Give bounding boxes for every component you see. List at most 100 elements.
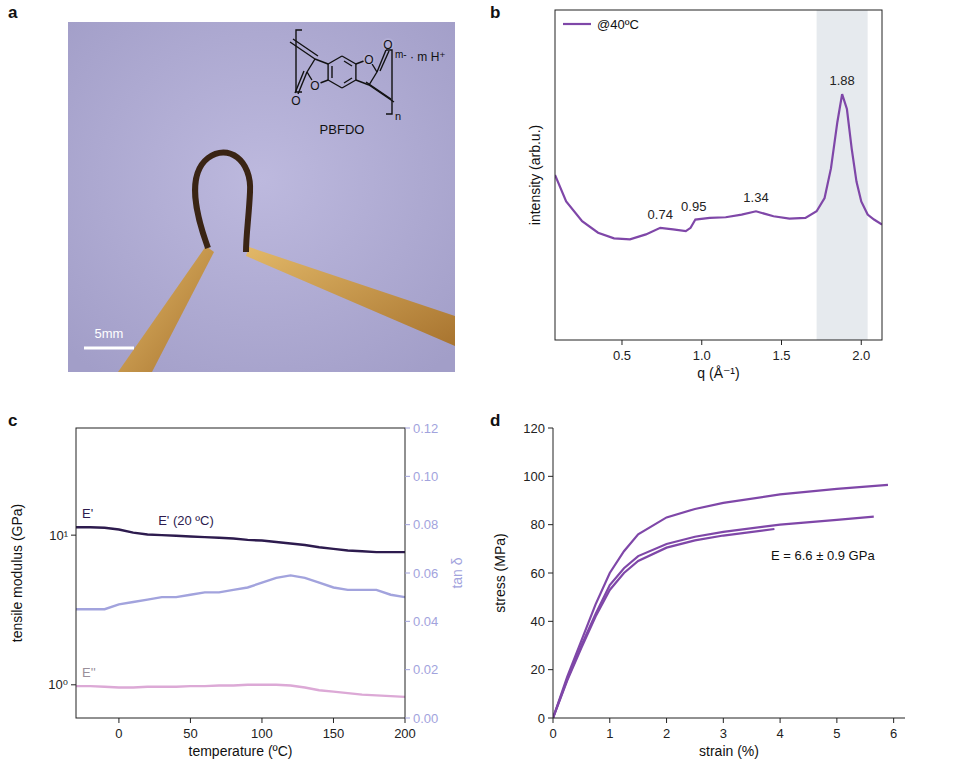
y-tick [548, 524, 553, 525]
y-axis-title: tensile modulus (GPa) [9, 504, 25, 643]
x-tick-label: 2.0 [852, 348, 870, 363]
figure: 5mmOOOOm-· m H⁺nPBFDOa0.51.01.52.0q (Å⁻¹… [0, 0, 953, 766]
peak-label: 0.74 [648, 207, 673, 222]
x-tick-label: 2 [663, 726, 670, 741]
x-tick-label: 1 [606, 726, 613, 741]
bond [327, 64, 328, 80]
x-tick [261, 718, 262, 723]
tweezer [246, 247, 455, 346]
y-tick-label: 10¹ [49, 528, 68, 543]
x-tick [836, 718, 837, 723]
y-axis-title: tan δ [449, 557, 465, 588]
bond [369, 85, 394, 102]
panel-c: 050100150200temperature (ºC)10⁰10¹0.000.… [9, 421, 465, 760]
panel-d: 0123456strain (%)020406080100120stress (… [492, 421, 905, 760]
x-tick [405, 718, 406, 723]
x-axis-line [553, 718, 905, 719]
x-tick-label: 100 [251, 726, 273, 741]
x-tick [666, 718, 667, 723]
x-tick-label: 200 [394, 726, 416, 741]
bond [344, 78, 352, 83]
y-tick [548, 621, 553, 622]
y-tick-label: 40 [531, 614, 545, 629]
x-tick-label: 3 [720, 726, 727, 741]
bond [293, 39, 318, 56]
y-tick-label: 0.06 [413, 566, 438, 581]
bond [342, 56, 356, 64]
y-tick [405, 428, 410, 429]
line [76, 527, 405, 552]
x-axis-title: q (Å⁻¹) [697, 365, 739, 381]
y-tick-label: 0 [538, 711, 545, 726]
x-tick [333, 718, 334, 723]
y-tick [71, 535, 76, 536]
x-tick-label: 150 [323, 726, 345, 741]
y-tick [405, 669, 410, 670]
x-tick [701, 340, 702, 345]
plot-area [555, 10, 882, 340]
x-tick-label: 4 [776, 726, 783, 741]
scale-bar-label: 5mm [95, 326, 124, 341]
bond [315, 59, 328, 64]
x-tick-label: 0 [115, 726, 122, 741]
y-tick-label: 0.02 [413, 662, 438, 677]
frame [76, 428, 405, 718]
line [76, 685, 405, 697]
x-tick-label: 5 [833, 726, 840, 741]
scale-bar [84, 347, 134, 350]
x-tick-label: 6 [890, 726, 897, 741]
bond [380, 51, 389, 71]
line [553, 485, 888, 718]
x-tick [118, 718, 119, 723]
bond [307, 59, 315, 72]
bond [290, 42, 315, 59]
annotation: E' (20 ºC) [158, 513, 214, 528]
x-tick [553, 718, 554, 723]
y-tick-label: 120 [523, 421, 545, 436]
peak-label: 1.34 [743, 190, 768, 205]
y-tick-label: 20 [531, 662, 545, 677]
frame [555, 10, 882, 340]
y-axis-title: intensity (arb.u.) [527, 125, 543, 225]
bond [328, 56, 342, 64]
panel-letter: d [490, 411, 500, 430]
photo [68, 22, 455, 372]
page: {"chart_data": [ {"type": "image", "pane… [0, 0, 953, 766]
y-tick-label: 0.04 [413, 614, 438, 629]
y-tick-label: 10⁰ [48, 677, 68, 692]
annotation: E = 6.6 ± 0.9 GPa [771, 548, 875, 563]
x-tick [780, 718, 781, 723]
bond [355, 64, 356, 80]
legend-label: @40ºC [597, 17, 639, 32]
panel-a: 5mmOOOOm-· m H⁺nPBFDO [68, 22, 455, 372]
atom-label: O [310, 79, 319, 93]
bond [331, 66, 332, 78]
panel-letter: a [8, 3, 18, 22]
y-tick [548, 573, 553, 574]
atom-label: O [364, 53, 373, 67]
x-tick-label: 0.5 [613, 348, 631, 363]
y-tick [405, 476, 410, 477]
y-tick [548, 428, 553, 429]
film [195, 152, 250, 252]
bond [342, 80, 356, 88]
series-label: E'' [82, 665, 96, 680]
legend-swatch [563, 23, 591, 25]
charge: m- [395, 49, 407, 60]
counterion: · m H⁺ [410, 50, 446, 64]
x-tick [609, 718, 610, 723]
y-tick-label: 100 [523, 469, 545, 484]
y-axis-title: stress (MPa) [492, 533, 508, 612]
y-tick [71, 684, 76, 685]
y-tick-label: 0.00 [413, 711, 438, 726]
x-tick-label: 50 [183, 726, 197, 741]
y-tick [405, 573, 410, 574]
peak-label: 1.88 [829, 73, 854, 88]
tweezer [118, 246, 214, 372]
y-tick [405, 524, 410, 525]
x-tick [190, 718, 191, 723]
y-tick-label: 0.10 [413, 469, 438, 484]
series-label: E' [82, 506, 93, 521]
plot-area [76, 527, 405, 697]
bracket [296, 30, 302, 92]
